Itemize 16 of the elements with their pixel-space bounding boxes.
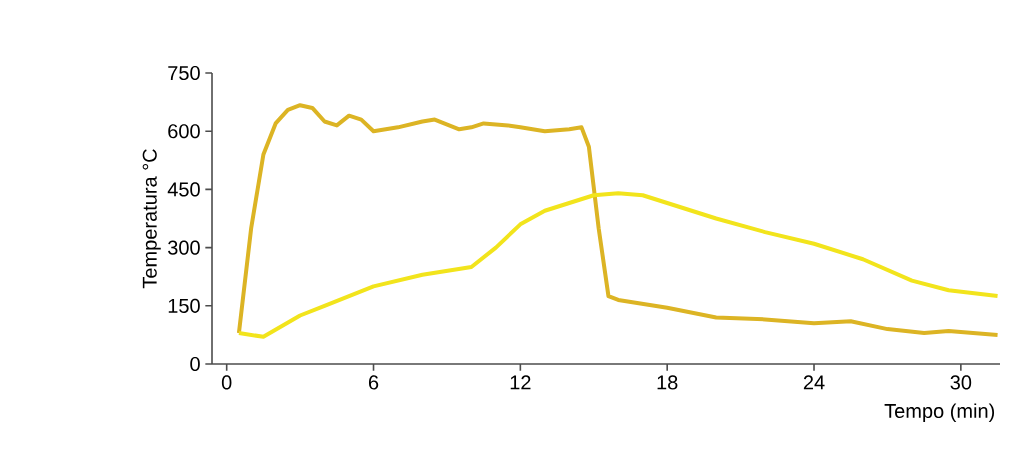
y-tick-label: 150 xyxy=(168,298,200,313)
x-tick-label: 6 xyxy=(368,375,379,390)
x-tick-label: 0 xyxy=(221,375,232,390)
y-tick-label: 750 xyxy=(168,65,200,81)
line-series xyxy=(236,191,1000,339)
y-tick-label: 450 xyxy=(167,182,200,197)
y-axis-title: Temperatura °C xyxy=(142,149,161,289)
y-tick-label: 0 xyxy=(190,356,200,372)
x-tick-label: 18 xyxy=(657,375,678,390)
x-axis-title: Tempo (min) xyxy=(884,403,995,423)
y-tick-label: 600 xyxy=(168,124,200,139)
y-tick-label: 300 xyxy=(168,240,200,255)
x-tick-label: 24 xyxy=(803,375,825,390)
line-series xyxy=(236,103,1000,337)
x-tick-label: 30 xyxy=(950,375,972,390)
x-tick-label: 12 xyxy=(510,375,531,390)
